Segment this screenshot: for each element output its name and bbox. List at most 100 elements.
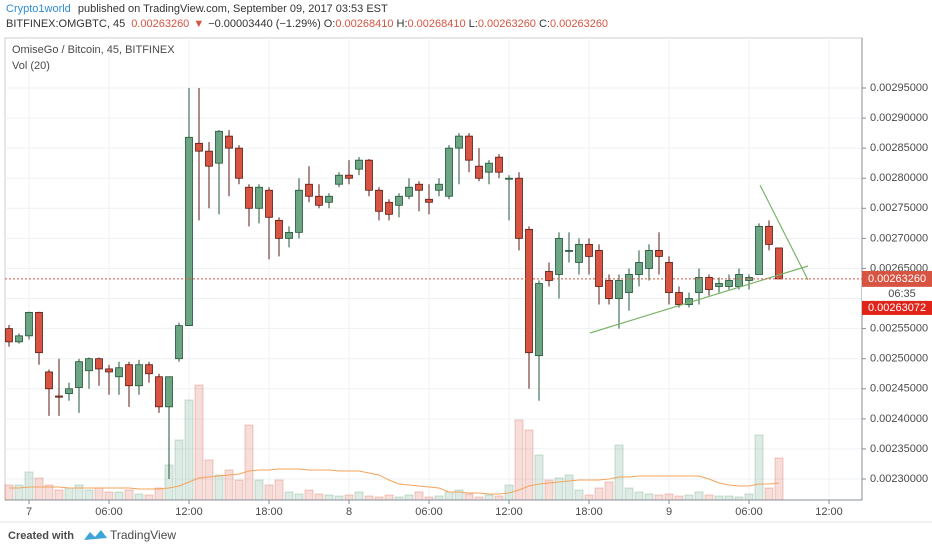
second-price-box (862, 300, 932, 315)
candle-body (575, 243, 583, 263)
x-tick-label: 9 (666, 506, 672, 518)
chart-title: OmiseGo / Bitcoin, 45, BITFINEX (12, 44, 175, 56)
volume-bar (274, 479, 284, 501)
volume-bar (84, 489, 94, 501)
volume-bar (104, 491, 114, 501)
volume-bar (724, 495, 734, 501)
candle-body (255, 186, 263, 209)
volume-bar (494, 495, 504, 501)
symbol: BITFINEX:OMGBTC, 45 (6, 18, 125, 30)
volume-bar (564, 474, 574, 501)
volume-bar (664, 493, 674, 501)
ohlc-label: L: (469, 18, 478, 30)
candle-body (135, 364, 143, 387)
volume-bar (364, 495, 374, 501)
volume-bar (584, 494, 594, 501)
ohlc-value: 0.00268410 (408, 18, 466, 30)
y-tick-label: 0.00270000 (870, 232, 928, 244)
author[interactable]: Crypto1world (6, 3, 71, 15)
trend-line[interactable] (759, 184, 809, 281)
y-tick-label: 0.00290000 (870, 112, 928, 124)
x-tick-label: 12:00 (815, 506, 843, 518)
volume-ma (9, 468, 780, 495)
x-tick-label: 06:00 (95, 506, 123, 518)
candle-body (645, 250, 653, 269)
candle-body (455, 135, 463, 149)
volume-bar (604, 481, 614, 501)
candle-body (535, 283, 543, 357)
candle-body (435, 183, 443, 191)
price-axis: 0.00230000 0.00235000 0.00240000 0.00245000… (5, 38, 932, 518)
volume-bar (614, 444, 624, 501)
candle-body (335, 174, 343, 185)
volume-bar (714, 495, 724, 501)
candle-body (485, 162, 493, 173)
volume-bar (644, 493, 654, 501)
candle-body (445, 147, 453, 197)
volume-bar (444, 491, 454, 501)
volume-bar (24, 471, 34, 501)
candle-body (155, 376, 163, 408)
x-tick-label: 12:00 (495, 506, 523, 518)
x-tick-label: 06:00 (735, 506, 763, 518)
candle-body (295, 189, 303, 233)
volume-bar (674, 495, 684, 501)
candle-body (765, 225, 773, 245)
candle-body (115, 367, 123, 378)
y-tick-label: 0.00275000 (870, 202, 928, 214)
change: −0.00003440 (−1.29%) (208, 18, 321, 30)
x-tick-label: 06:00 (415, 506, 443, 518)
candle-body (595, 250, 603, 287)
volume-bar (414, 491, 424, 501)
candle-body (215, 130, 223, 164)
volume-bar (384, 494, 394, 501)
candle-body (15, 335, 23, 343)
candle-body (565, 250, 573, 252)
candle-body (375, 189, 383, 212)
header-line-1: Crypto1world published on TradingView.co… (6, 3, 388, 15)
candle-body (405, 186, 413, 197)
x-tick-label: 18:00 (255, 506, 283, 518)
volume-bar (184, 399, 194, 501)
volume-bar (634, 491, 644, 501)
candle-body (305, 183, 313, 197)
volume-bar (214, 474, 224, 501)
candle-body (85, 358, 93, 372)
x-tick-label: 12:00 (175, 506, 203, 518)
ohlc-label: C: (539, 18, 550, 30)
volume-bar (54, 489, 64, 501)
y-tick-label: 0.00295000 (870, 82, 928, 94)
candle-body (315, 195, 323, 206)
candle-body (145, 364, 153, 375)
candle-body (655, 250, 663, 257)
volume-bar (4, 484, 14, 501)
candle-body (195, 142, 203, 152)
candle-body (635, 262, 643, 275)
trend-line[interactable] (589, 265, 809, 334)
published: published on TradingView.com, September … (78, 3, 388, 15)
volume-bar (654, 494, 664, 501)
volume-bar (74, 484, 84, 501)
candle-body (605, 280, 613, 299)
volume-bar (594, 487, 604, 501)
volume-bar (244, 424, 254, 501)
candle-body (495, 156, 503, 173)
candle-body (285, 231, 293, 239)
volume-bar (774, 457, 784, 501)
volume-bar (234, 479, 244, 501)
footer-brand[interactable]: TradingView (110, 528, 176, 542)
candle-body (25, 311, 33, 337)
candle-body (515, 177, 523, 239)
candle-body (35, 311, 43, 354)
candle-body (725, 280, 733, 287)
candle-body (625, 274, 633, 293)
candle-body (475, 165, 483, 179)
ohlc-value: 0.00263260 (550, 18, 608, 30)
candle-body (385, 201, 393, 215)
volume-bar (344, 494, 354, 501)
volume-bar (514, 419, 524, 501)
volume-bar (94, 487, 104, 501)
candle-body (555, 237, 563, 275)
countdown: 06:35 (888, 288, 916, 300)
